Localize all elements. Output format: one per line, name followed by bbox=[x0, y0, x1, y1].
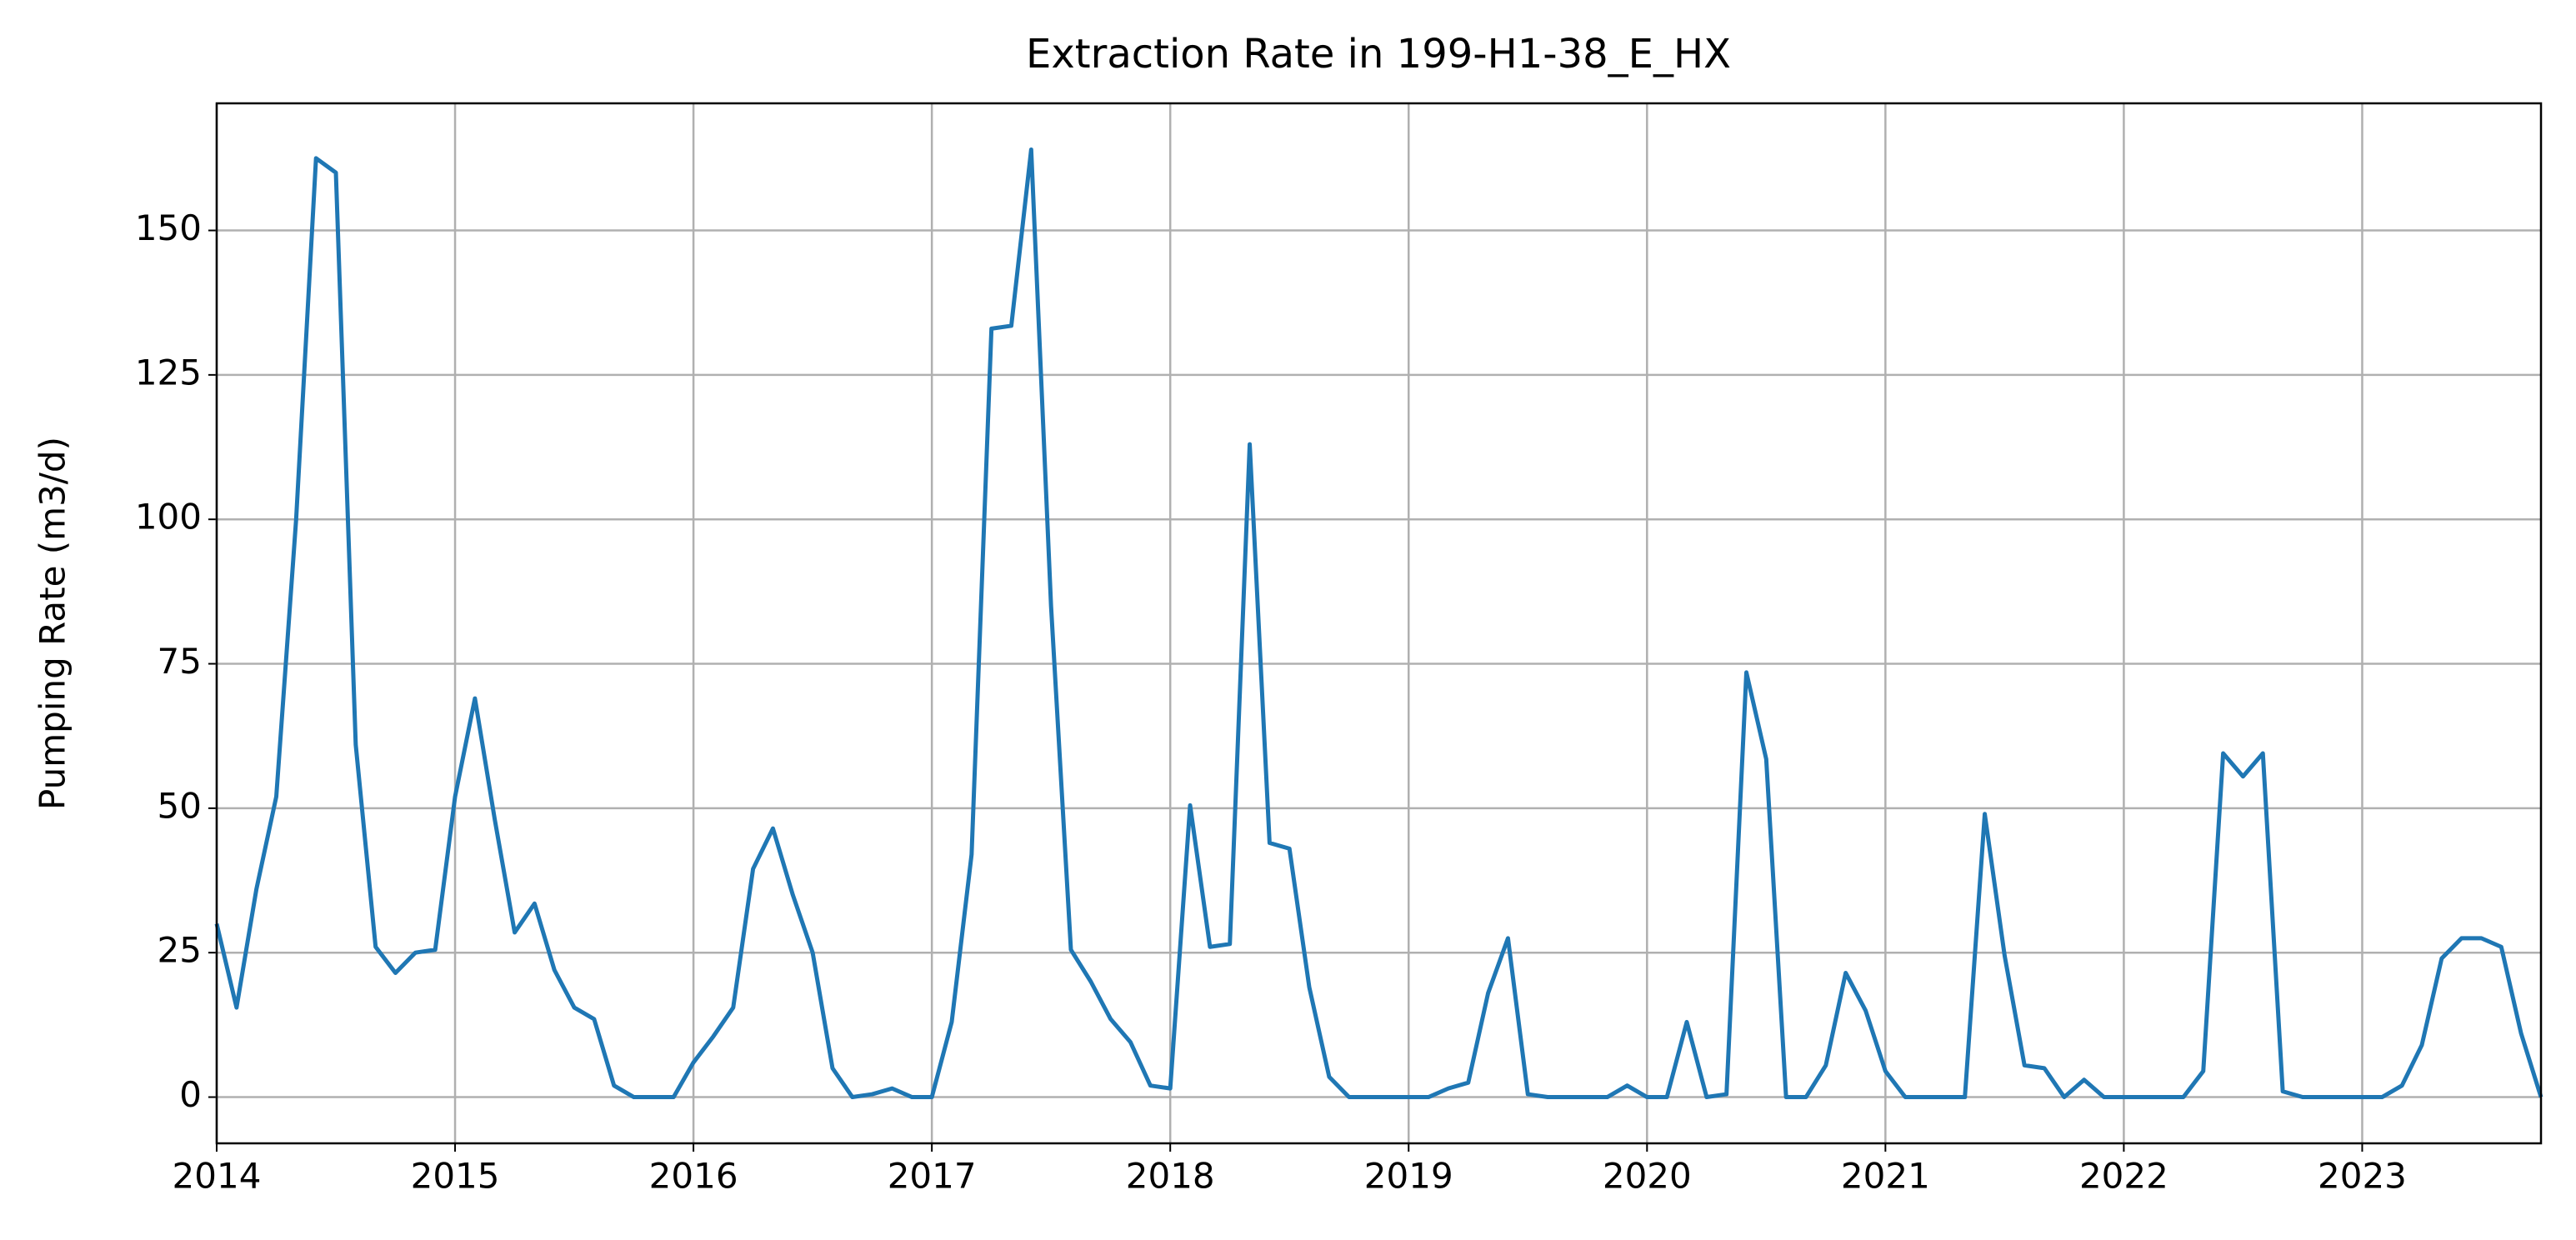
x-tick-label: 2021 bbox=[1841, 1156, 1930, 1197]
x-tick-label: 2018 bbox=[1126, 1156, 1215, 1197]
chart-title: Extraction Rate in 199-H1-38_E_HX bbox=[1026, 31, 1731, 78]
x-tick-label: 2016 bbox=[649, 1156, 738, 1197]
x-tick-label: 2014 bbox=[173, 1156, 262, 1197]
plot-frame bbox=[215, 102, 2543, 1145]
x-tick-label: 2023 bbox=[2318, 1156, 2407, 1197]
y-tick-label: 25 bbox=[158, 930, 202, 971]
x-tick-label: 2022 bbox=[2079, 1156, 2168, 1197]
x-tick-label: 2020 bbox=[1603, 1156, 1692, 1197]
y-tick-label: 50 bbox=[158, 785, 202, 826]
y-tick-label: 150 bbox=[135, 208, 202, 248]
data-line bbox=[214, 147, 2543, 1100]
y-axis-label: Pumping Rate (m3/d) bbox=[33, 437, 73, 810]
y-tick-label: 75 bbox=[158, 641, 202, 682]
x-tick-label: 2019 bbox=[1364, 1156, 1453, 1197]
y-tick-label: 0 bbox=[179, 1074, 202, 1115]
x-tick-label: 2015 bbox=[411, 1156, 500, 1197]
x-tick-label: 2017 bbox=[888, 1156, 977, 1197]
y-tick-label: 125 bbox=[135, 352, 202, 392]
y-tick-label: 100 bbox=[135, 497, 202, 538]
